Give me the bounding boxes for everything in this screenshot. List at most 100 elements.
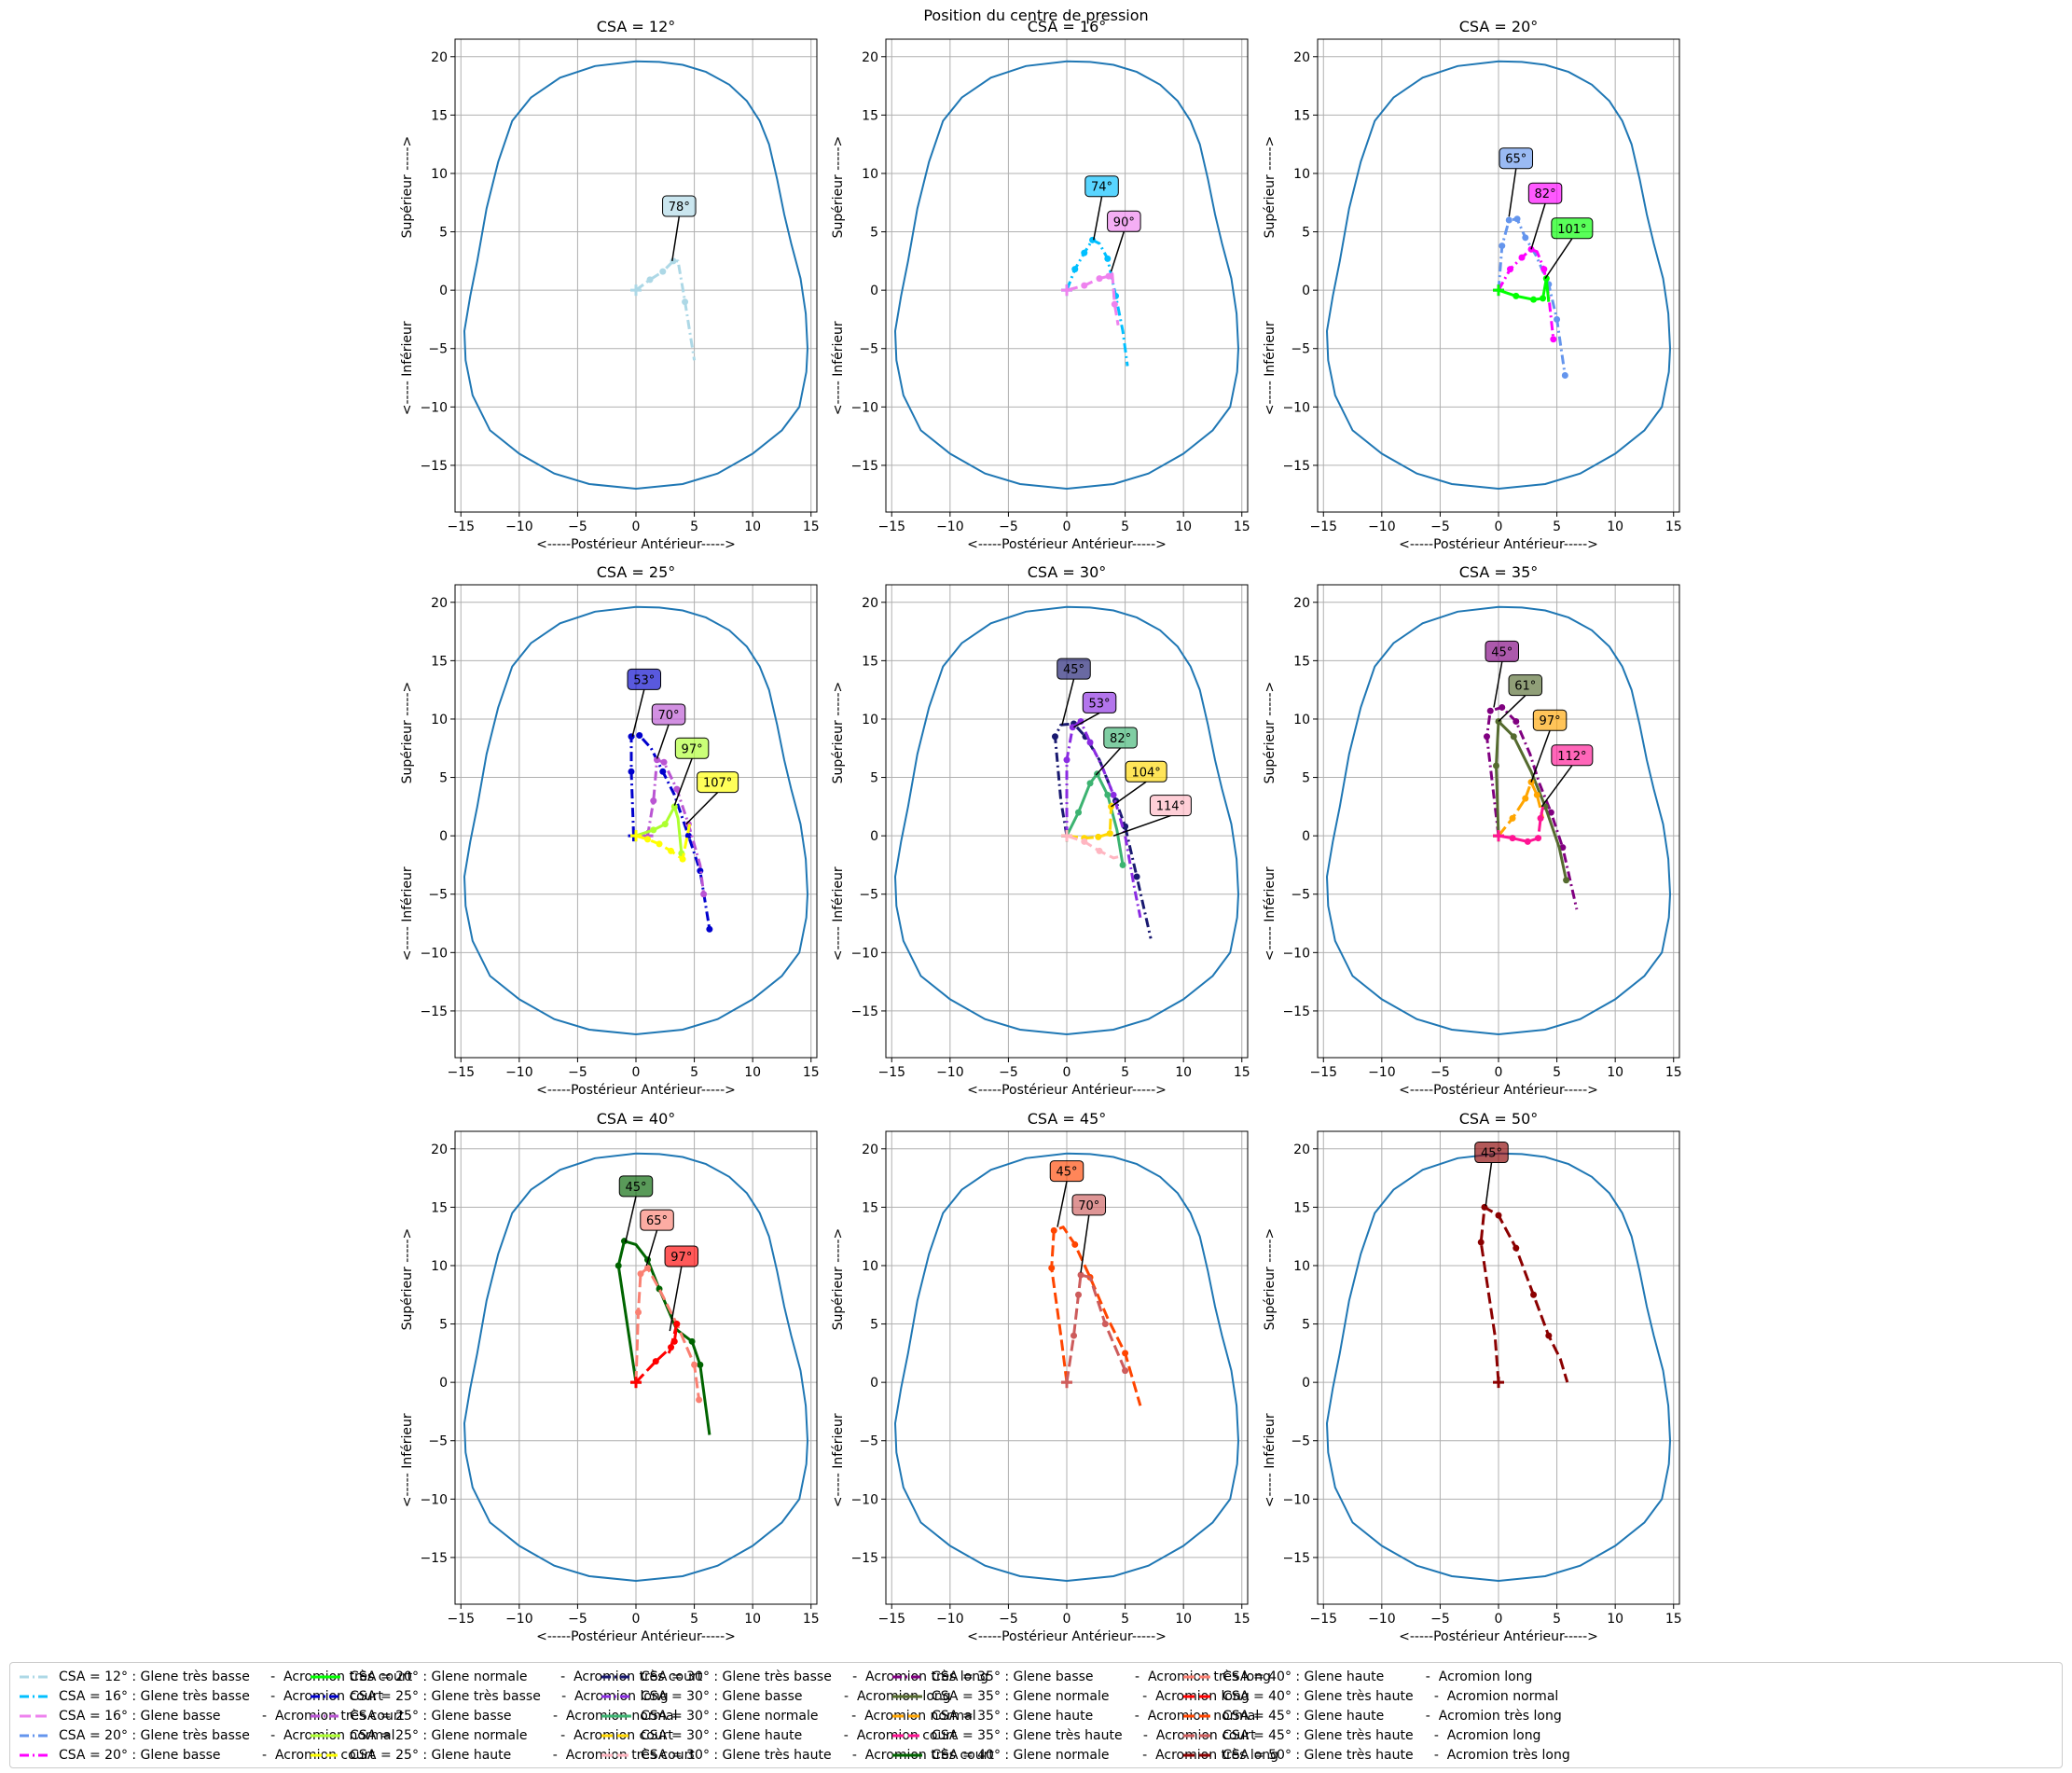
- glenoid-outline: [893, 605, 1240, 1036]
- angle-annotation-box: [1082, 691, 1117, 713]
- panels-grid: CSA = 12° −15 −10 −5 0 5 10 15 −15 −10 −5 0 5 10 15 20 <…: [400, 18, 1682, 1644]
- legend-swatch: [1183, 1675, 1213, 1679]
- series-point: [1540, 266, 1548, 273]
- x-tick-label: −10: [936, 519, 964, 534]
- angle-annotation-arrow: [656, 724, 670, 759]
- legend-label: CSA = 25° : Glene haute - Acromion très …: [350, 1748, 695, 1763]
- panel-title: CSA = 45°: [1028, 1110, 1107, 1128]
- y-tick-label: 5: [1302, 1318, 1310, 1333]
- legend-swatch: [20, 1675, 49, 1679]
- angle-annotation-box: [1474, 1142, 1509, 1164]
- series-point: [1495, 1212, 1502, 1219]
- angle-annotation-label: 97°: [670, 1251, 692, 1265]
- series-point: [1563, 877, 1570, 884]
- y-tick-label: 5: [439, 771, 448, 786]
- legend-swatch: [892, 1714, 922, 1718]
- series-point: [1481, 1203, 1488, 1211]
- series-point: [1492, 762, 1499, 769]
- series-point: [1530, 296, 1538, 303]
- series-point: [1122, 1367, 1129, 1375]
- legend-swatch: [1183, 1734, 1213, 1738]
- legend-swatch: [892, 1753, 922, 1757]
- angle-annotation-box: [651, 703, 686, 726]
- y-tick-label: −5: [859, 342, 878, 357]
- angle-annotation-box: [664, 1245, 699, 1267]
- legend-label: CSA = 30° : Glene très basse - Acromion …: [641, 1669, 988, 1684]
- series-point: [1477, 1239, 1485, 1246]
- angle-annotation-box: [1125, 760, 1167, 783]
- series-line: [1498, 806, 1545, 843]
- y-tick-label: −15: [1282, 1551, 1310, 1566]
- y-axis-label: <----- Inférieur Supérieur ----->: [831, 1228, 846, 1507]
- angle-annotation-label: 74°: [1091, 181, 1112, 195]
- x-tick-label: −5: [999, 519, 1018, 534]
- y-tick-label: 15: [862, 654, 878, 669]
- series-point: [670, 257, 677, 265]
- start-marker: [1061, 830, 1072, 842]
- series-point: [706, 925, 713, 933]
- series-point: [1110, 791, 1117, 798]
- angle-annotation-box: [1485, 640, 1520, 662]
- legend-swatch: [601, 1734, 631, 1738]
- start-marker: [1493, 284, 1504, 297]
- legend-label: CSA = 50° : Glene très haute - Acromion …: [1222, 1748, 1570, 1763]
- y-tick-label: 5: [870, 1318, 878, 1333]
- x-axis-label: <-----Postérieur Antérieur----->: [1399, 537, 1598, 552]
- angle-annotation-arrow: [671, 215, 681, 261]
- legend: CSA = 12° : Glene très basse - Acromion …: [9, 1662, 2063, 1768]
- y-tick-label: −15: [420, 1004, 448, 1019]
- panel-frame: [1317, 1130, 1680, 1605]
- y-tick-label: −10: [420, 1492, 448, 1507]
- series-line: [1065, 1273, 1126, 1383]
- panel-3: CSA = 20° −15 −10 −5 0 5 10 15 −15 −10 −5 0 5 10 15 20 <…: [1263, 18, 1682, 552]
- legend-swatch: [311, 1714, 340, 1718]
- glenoid-outline: [1325, 1152, 1672, 1583]
- glenoid-outline: [463, 605, 809, 1036]
- x-tick-label: −10: [1368, 519, 1396, 534]
- angle-annotation-box: [640, 1209, 674, 1231]
- x-tick-label: 15: [803, 519, 820, 534]
- series-line: [1485, 705, 1579, 910]
- x-tick-label: 0: [1063, 1612, 1071, 1627]
- y-tick-label: 0: [870, 284, 878, 298]
- x-tick-label: −10: [505, 1612, 533, 1627]
- y-tick-label: −15: [850, 1004, 878, 1019]
- angle-annotation-arrow: [631, 689, 645, 737]
- y-tick-label: −10: [850, 946, 878, 961]
- y-tick-label: −10: [1282, 1492, 1310, 1507]
- series-point: [1547, 809, 1554, 816]
- x-tick-label: −5: [999, 1065, 1018, 1080]
- legend-label: CSA = 45° : Glene haute - Acromion très …: [1222, 1709, 1562, 1724]
- y-tick-label: 15: [862, 108, 878, 123]
- angle-annotation-arrow: [1530, 203, 1546, 250]
- x-axis-label: <-----Postérieur Antérieur----->: [1399, 1629, 1598, 1644]
- x-tick-label: 15: [1234, 519, 1250, 534]
- series-point: [673, 1321, 681, 1328]
- x-tick-label: −10: [505, 1065, 533, 1080]
- x-tick-label: 0: [632, 1065, 641, 1080]
- legend-label: CSA = 35° : Glene basse - Acromion très …: [932, 1669, 1271, 1684]
- y-tick-label: 5: [439, 1318, 448, 1333]
- angle-annotation-arrow: [1544, 238, 1573, 280]
- series-point: [659, 268, 667, 275]
- y-tick-label: −5: [859, 888, 878, 903]
- series-point: [1071, 1240, 1079, 1248]
- y-tick-label: 10: [431, 713, 448, 727]
- x-tick-label: 5: [1553, 1065, 1561, 1080]
- panel-title: CSA = 50°: [1459, 1110, 1539, 1128]
- start-marker: [630, 1377, 642, 1389]
- angle-annotation-arrow: [1093, 196, 1103, 241]
- series-point: [1075, 809, 1083, 816]
- x-tick-label: −15: [447, 519, 475, 534]
- angle-annotation-box: [1057, 658, 1091, 680]
- series-point: [636, 731, 643, 739]
- angle-annotation-box: [1149, 795, 1192, 817]
- panel-frame: [454, 584, 818, 1059]
- glenoid-outline: [893, 60, 1240, 491]
- y-tick-label: −10: [850, 1492, 878, 1507]
- panel-4: CSA = 25° −15 −10 −5 0 5 10 15 −15 −10 −5 0 5 10 15 20 <…: [400, 563, 820, 1098]
- series-point: [1550, 336, 1557, 343]
- y-tick-label: 0: [1302, 284, 1310, 298]
- series-line: [1065, 772, 1125, 866]
- legend-label: CSA = 16° : Glene très basse - Acromion …: [59, 1689, 383, 1704]
